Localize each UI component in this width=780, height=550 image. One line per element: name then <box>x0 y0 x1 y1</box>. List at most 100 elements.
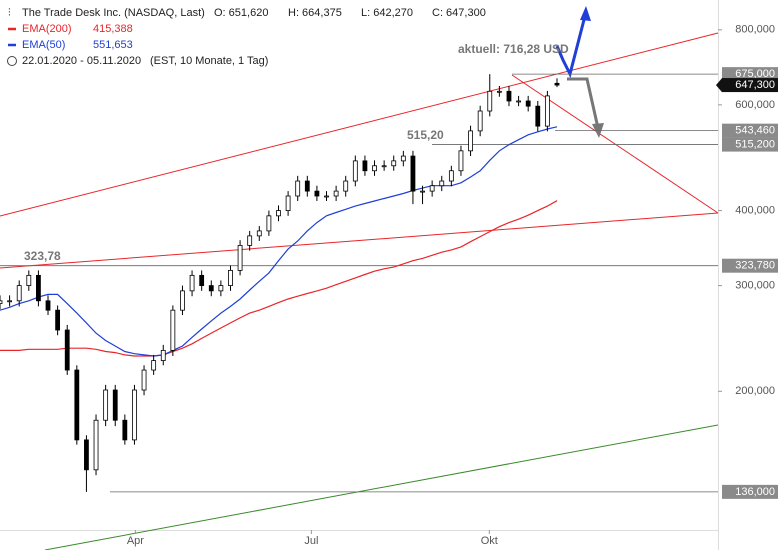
period: 22.01.2020 - 05.11.2020 <box>22 55 141 67</box>
arrow-down <box>567 77 600 129</box>
candle-body <box>420 190 425 193</box>
candle-body <box>93 419 99 471</box>
candle-body <box>295 180 301 197</box>
annotation: 323,78 <box>24 249 61 263</box>
y-tick-label: 300,000 <box>735 279 775 291</box>
candle-body <box>36 274 41 302</box>
annotation: aktuell: 716,28 USD <box>458 42 569 56</box>
candle-body <box>103 389 109 421</box>
level-label: 136,000 <box>735 486 775 498</box>
candle-body <box>516 100 521 103</box>
candle-body <box>151 360 157 371</box>
y-tick-label: 800,000 <box>735 24 775 36</box>
ema-line <box>0 126 558 357</box>
arrow-up <box>555 11 588 79</box>
x-tick-label: Apr <box>127 535 144 547</box>
level-box <box>722 484 778 499</box>
legend-label: EMA(50) <box>22 39 65 51</box>
level-label: 323,780 <box>735 260 775 272</box>
last-price-box <box>722 78 778 93</box>
candle-body <box>506 90 512 102</box>
ohlc-label: C: 647,300 <box>432 7 486 19</box>
candle-body <box>26 274 32 286</box>
trend-line <box>44 424 719 550</box>
candle-body <box>180 290 185 311</box>
trend-line <box>0 32 719 217</box>
candle-body <box>352 160 358 182</box>
x-tick-label: Okt <box>481 535 498 547</box>
candle-body <box>256 230 262 237</box>
candle-body <box>170 309 176 351</box>
y-tick-label: 200,000 <box>735 385 775 397</box>
candle-body <box>525 100 531 107</box>
candle-body <box>228 269 233 286</box>
ohlc-label: H: 664,375 <box>288 7 342 19</box>
candle-body <box>237 244 243 271</box>
candle-body <box>122 419 128 441</box>
header: ⫶ The Trade Desk Inc. (NASDAQ, Last) O: … <box>7 7 486 67</box>
candle-body <box>372 165 377 172</box>
level-label: 675,000 <box>735 68 775 80</box>
candle-body <box>362 160 368 172</box>
level-box <box>722 258 778 273</box>
candle-body <box>535 105 541 127</box>
level-box <box>722 137 778 152</box>
candle-body <box>439 180 445 187</box>
candle-body <box>64 329 70 371</box>
candle-body <box>333 190 339 197</box>
candle-body <box>544 95 550 127</box>
annotation: 515,20 <box>407 128 444 142</box>
candle-body <box>400 155 406 162</box>
level-box <box>722 123 778 138</box>
y-tick-label: 600,000 <box>735 99 775 111</box>
candle-body <box>410 155 416 192</box>
legend-value: 415,388 <box>93 23 133 35</box>
candle-body <box>74 369 80 441</box>
ohlc-label: L: 642,270 <box>361 7 413 19</box>
candle-body <box>16 285 22 302</box>
level-box <box>722 67 778 82</box>
candle-body <box>324 195 329 198</box>
candle-body <box>247 235 253 246</box>
candle-body <box>477 110 483 132</box>
candle-body <box>45 300 51 311</box>
level-label: 543,460 <box>735 125 775 137</box>
candle-body <box>189 274 195 292</box>
clock-icon <box>7 56 17 66</box>
candle-body <box>7 300 13 303</box>
arrow-head <box>580 6 591 21</box>
candle-body <box>468 130 473 152</box>
legend-label: EMA(200) <box>22 23 72 35</box>
candle-body <box>487 90 493 112</box>
candle-body <box>496 90 502 93</box>
chart-title: The Trade Desk Inc. (NASDAQ, Last) <box>22 7 205 19</box>
ohlc-label: O: 651,620 <box>214 7 268 19</box>
candle-body <box>132 389 137 441</box>
candle-body <box>84 439 89 471</box>
candle-body <box>208 285 214 292</box>
candle-body <box>381 165 387 168</box>
chart-icon: ⫶ <box>8 7 11 19</box>
candle-body <box>343 180 349 192</box>
candle-body <box>160 349 166 362</box>
period-note: (EST, 10 Monate, 1 Tag) <box>150 55 268 67</box>
last-price-pointer <box>716 78 722 93</box>
legend-value: 551,653 <box>93 39 133 51</box>
candle-body <box>554 82 560 86</box>
candle-body <box>266 215 272 232</box>
candle-body <box>0 300 3 304</box>
candle-body <box>458 150 464 172</box>
candle-body <box>218 285 224 292</box>
candle-body <box>199 274 205 286</box>
candle-body <box>285 195 291 211</box>
trend-line <box>0 212 719 269</box>
candle-body <box>55 309 61 331</box>
level-label: 515,200 <box>735 138 775 150</box>
candle-body <box>429 185 435 192</box>
x-tick-label: Jul <box>304 535 318 547</box>
candle-body <box>391 160 397 167</box>
candle-body <box>448 170 454 182</box>
ema-line <box>0 200 558 357</box>
